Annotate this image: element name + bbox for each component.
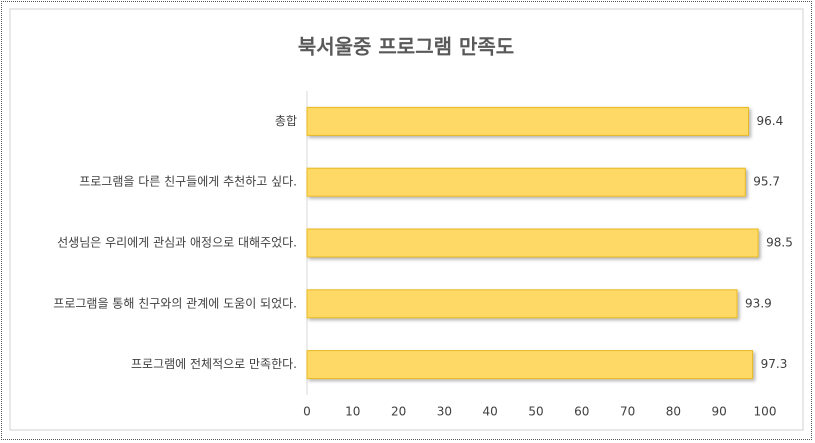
bar bbox=[306, 167, 746, 197]
data-label: 97.3 bbox=[761, 357, 788, 371]
bar bbox=[306, 228, 759, 258]
x-tick-label: 60 bbox=[574, 405, 589, 419]
x-tick-label: 0 bbox=[303, 405, 311, 419]
bar bbox=[306, 289, 738, 319]
x-tick-label: 50 bbox=[528, 405, 543, 419]
data-label: 93.9 bbox=[745, 296, 772, 310]
data-label: 98.5 bbox=[766, 236, 793, 250]
x-tick-label: 20 bbox=[391, 405, 406, 419]
x-tick-label: 10 bbox=[345, 405, 360, 419]
bar bbox=[306, 350, 754, 380]
x-tick-label: 70 bbox=[620, 405, 635, 419]
chart-title: 북서울중 프로그램 만족도 bbox=[298, 35, 514, 59]
data-label: 95.7 bbox=[753, 175, 780, 189]
x-tick-label: 30 bbox=[437, 405, 452, 419]
y-tick-label: 프로그램을 다른 친구들에게 추천하고 싶다. bbox=[79, 174, 297, 189]
x-tick-label: 40 bbox=[483, 405, 498, 419]
x-tick-label: 90 bbox=[712, 405, 727, 419]
y-tick-label: 선생님은 우리에게 관심과 애정으로 대해주었다. bbox=[57, 236, 297, 250]
bar bbox=[306, 106, 750, 136]
x-tick-label: 80 bbox=[666, 405, 681, 419]
y-tick-label: 총합 bbox=[275, 114, 297, 128]
y-tick-label: 프로그램에 전체적으로 만족한다. bbox=[131, 357, 297, 371]
data-label: 96.4 bbox=[757, 114, 784, 128]
y-tick-label: 프로그램을 통해 친구와의 관계에 도움이 되었다. bbox=[53, 296, 297, 310]
x-tick-label: 100 bbox=[754, 405, 777, 419]
